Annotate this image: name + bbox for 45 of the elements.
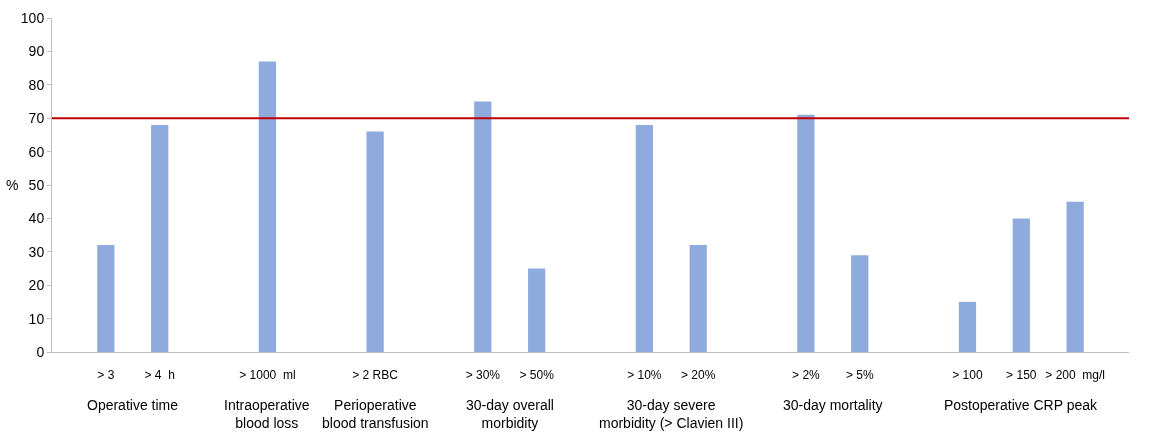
bar: [958, 301, 977, 352]
bar: [258, 61, 277, 352]
y-tick-label: 60: [28, 143, 45, 160]
y-tick-label: 10: [28, 310, 45, 327]
x-tick-label: > 200 mg/l: [1045, 368, 1105, 383]
bar: [366, 131, 384, 352]
y-tick-label: 30: [28, 243, 45, 260]
bar: [1012, 218, 1030, 352]
x-tick-label: > 3: [97, 368, 115, 383]
text: Intraoperative blood loss: [224, 397, 310, 432]
text: 30-day mortality: [783, 397, 883, 413]
text: Operative time: [87, 397, 179, 413]
bar: [151, 124, 169, 352]
y-tick-label: 40: [28, 210, 45, 227]
x-tick-label: > 4 h: [144, 368, 175, 383]
bar: [97, 245, 115, 352]
text: Postoperative CRP peak: [944, 397, 1099, 413]
y-tick-label: 90: [28, 43, 45, 60]
x-tick-label: > 10%: [627, 368, 662, 383]
y-tick-label: 100: [20, 9, 45, 26]
bar: [689, 245, 707, 352]
x-tick-label: > 150: [1006, 368, 1037, 383]
x-tick-label: > 30%: [465, 368, 501, 383]
y-tick-label: 70: [28, 110, 45, 127]
bar: [1066, 201, 1084, 352]
x-tick-label: > 1000 ml: [239, 368, 296, 383]
y-tick-label: 0: [36, 343, 45, 360]
bar: [528, 268, 546, 352]
x-tick-label: > 2%: [792, 368, 821, 383]
bar: [851, 255, 869, 352]
x-tick-label: > 2 RBC: [352, 368, 399, 383]
text: 30-day severe morbidity (> Clavien III): [599, 397, 744, 432]
y-tick-label: 50: [28, 176, 45, 193]
x-tick-label: > 20%: [681, 368, 716, 383]
y-tick-label: 80: [28, 76, 45, 93]
bar: [635, 124, 653, 352]
bar: [797, 114, 815, 352]
x-tick-label: > 100: [952, 368, 983, 383]
x-tick-label: > 50%: [519, 368, 555, 383]
bar: [474, 101, 492, 352]
text: 30-day overall morbidity: [466, 397, 554, 432]
text: Perioperative blood transfusion: [322, 397, 429, 432]
y-tick-label: 20: [28, 277, 45, 294]
x-tick-label: > 5%: [845, 368, 874, 383]
y-axis-title: %: [6, 177, 19, 193]
